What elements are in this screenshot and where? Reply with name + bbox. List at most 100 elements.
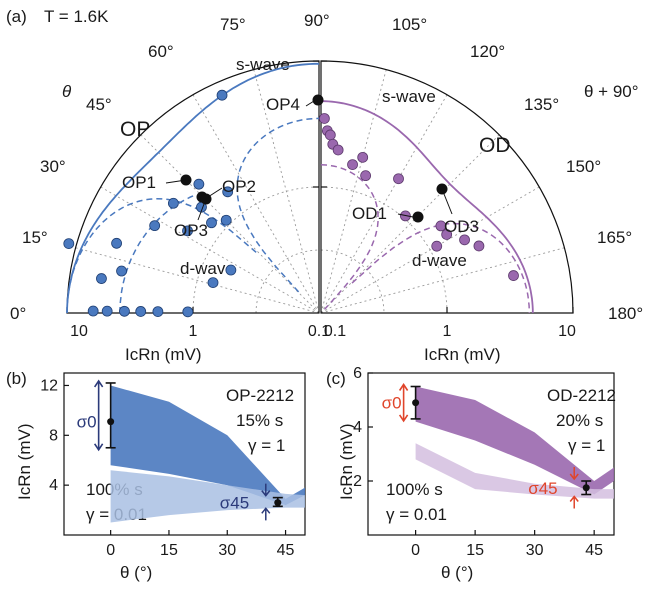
data-point <box>412 399 420 407</box>
od-data-point <box>508 270 519 281</box>
data-point <box>274 499 282 507</box>
od-data-point <box>393 173 404 185</box>
sigma0-arrowhead <box>93 379 104 388</box>
y-tick-label: 6 <box>353 365 362 382</box>
sigma45-label: σ45 <box>528 479 557 498</box>
polar-frame-right <box>320 60 574 314</box>
op-data-point <box>167 197 179 209</box>
theta-symbol: θ <box>62 82 72 101</box>
op-data-point <box>182 225 193 237</box>
x-tick-label: 0 <box>411 542 420 559</box>
op-point-label: OP4 <box>266 95 300 114</box>
op-data-point <box>119 305 130 317</box>
od-data-point <box>357 151 369 163</box>
sigma0-arrowhead <box>398 383 409 391</box>
op-data-point <box>111 237 122 249</box>
panel-b-mix: 15% s <box>236 411 283 430</box>
angle-label-left: 15° <box>22 228 48 247</box>
polar-frame-left <box>66 60 320 314</box>
op-point-label: OP2 <box>222 177 256 196</box>
angle-label-left: 90° <box>304 11 330 30</box>
panel-b-label: (b) <box>6 369 27 388</box>
angle-label-right: 165° <box>597 228 632 247</box>
y-tick-label: 8 <box>49 427 58 444</box>
op-swave-curve <box>66 62 319 314</box>
op-data-point <box>149 220 161 232</box>
od-data-point <box>431 240 443 252</box>
xlabel-right: IcRn (mV) <box>424 345 501 364</box>
angle-label-right: 135° <box>524 95 559 114</box>
radial-tick-label-left: 10 <box>70 323 88 340</box>
y-tick-label: 2 <box>353 473 362 490</box>
panel-b-gamma: γ = 1 <box>248 436 285 455</box>
op-data-point <box>222 186 234 198</box>
od-data-point <box>459 234 470 246</box>
y-tick-label: 12 <box>40 377 58 394</box>
data-point <box>582 484 590 492</box>
od-swave-curve <box>321 100 534 313</box>
op-data-point <box>193 178 205 190</box>
x-tick-label: 15 <box>466 542 484 559</box>
od-data-point <box>360 170 372 182</box>
sigma0-label: σ0 <box>382 394 402 413</box>
polar-grid-ray-right <box>320 247 565 314</box>
x-tick-label: 30 <box>526 542 544 559</box>
od-data-point <box>473 240 485 252</box>
angle-label-right: 150° <box>566 157 601 176</box>
op-data-point <box>152 306 164 317</box>
od-data-point <box>435 220 447 232</box>
op-data-point <box>101 305 113 317</box>
polar-grid-ray-left <box>253 69 320 314</box>
op-point-label: OP1 <box>122 173 156 192</box>
sigma0-arrowhead <box>93 443 104 452</box>
op1-leader <box>165 179 187 184</box>
panel-b-ylabel: IcRn (mV) <box>15 424 34 501</box>
angle-label-left: 60° <box>148 42 174 61</box>
model-band <box>415 443 614 499</box>
polar-grid-arc-left <box>255 249 320 314</box>
op-data-point <box>63 238 75 250</box>
op-labeled-point <box>200 193 212 205</box>
op-data-point <box>216 89 228 101</box>
swave-left-label: s-wave <box>236 55 290 74</box>
op-point-label: OP3 <box>174 221 208 240</box>
dwave-left-label: d-wave <box>180 259 235 278</box>
panel-c: (c) OD-2212 20% s γ = 1 100% s γ = 0.01 … <box>326 369 616 582</box>
sigma0-arrowhead <box>398 414 409 423</box>
y-tick-label: 4 <box>49 477 58 494</box>
angle-label-right: 180° <box>608 304 643 323</box>
sigma45-arrow-bottom <box>261 507 271 521</box>
swave-right-label: s-wave <box>382 87 436 106</box>
od-point-label: OD1 <box>352 204 387 223</box>
temperature-label: T = 1.6K <box>44 7 109 26</box>
sigma0-label: σ0 <box>77 413 97 432</box>
panel-c-mix2: 100% s <box>386 480 443 499</box>
od1-leader <box>397 213 414 218</box>
radial-tick-label-right: 1 <box>443 323 452 340</box>
polar-grid-ray-right <box>320 134 500 314</box>
angle-label-left: 30° <box>40 157 66 176</box>
op-data-point <box>206 217 217 229</box>
panel-c-xlabel: θ (°) <box>441 563 473 582</box>
od-dwave-curve <box>320 164 379 310</box>
model-band <box>110 385 305 506</box>
od-point-label: OD3 <box>444 217 479 236</box>
x-tick-label: 45 <box>277 542 295 559</box>
angle-label-right: 120° <box>470 42 505 61</box>
op-dwave-curve <box>66 198 258 314</box>
op-data-point <box>116 265 127 277</box>
op-data-point <box>182 306 194 318</box>
op-data-point <box>220 214 232 226</box>
op-data-point <box>87 305 99 317</box>
x-tick-label: 15 <box>160 542 178 559</box>
radial-tick-label-right: 0.1 <box>324 323 346 340</box>
sigma45-arrow-top <box>261 483 271 497</box>
xlabel-left: IcRn (mV) <box>125 345 202 364</box>
y-tick-label: 4 <box>353 419 362 436</box>
sigma45-arrow-top <box>569 467 579 481</box>
radial-tick-label-left: 0.1 <box>308 323 330 340</box>
od-data-point <box>324 129 336 141</box>
x-tick-label: 0 <box>106 542 115 559</box>
angle-label-left: 75° <box>220 15 246 34</box>
plot-frame <box>63 372 306 536</box>
